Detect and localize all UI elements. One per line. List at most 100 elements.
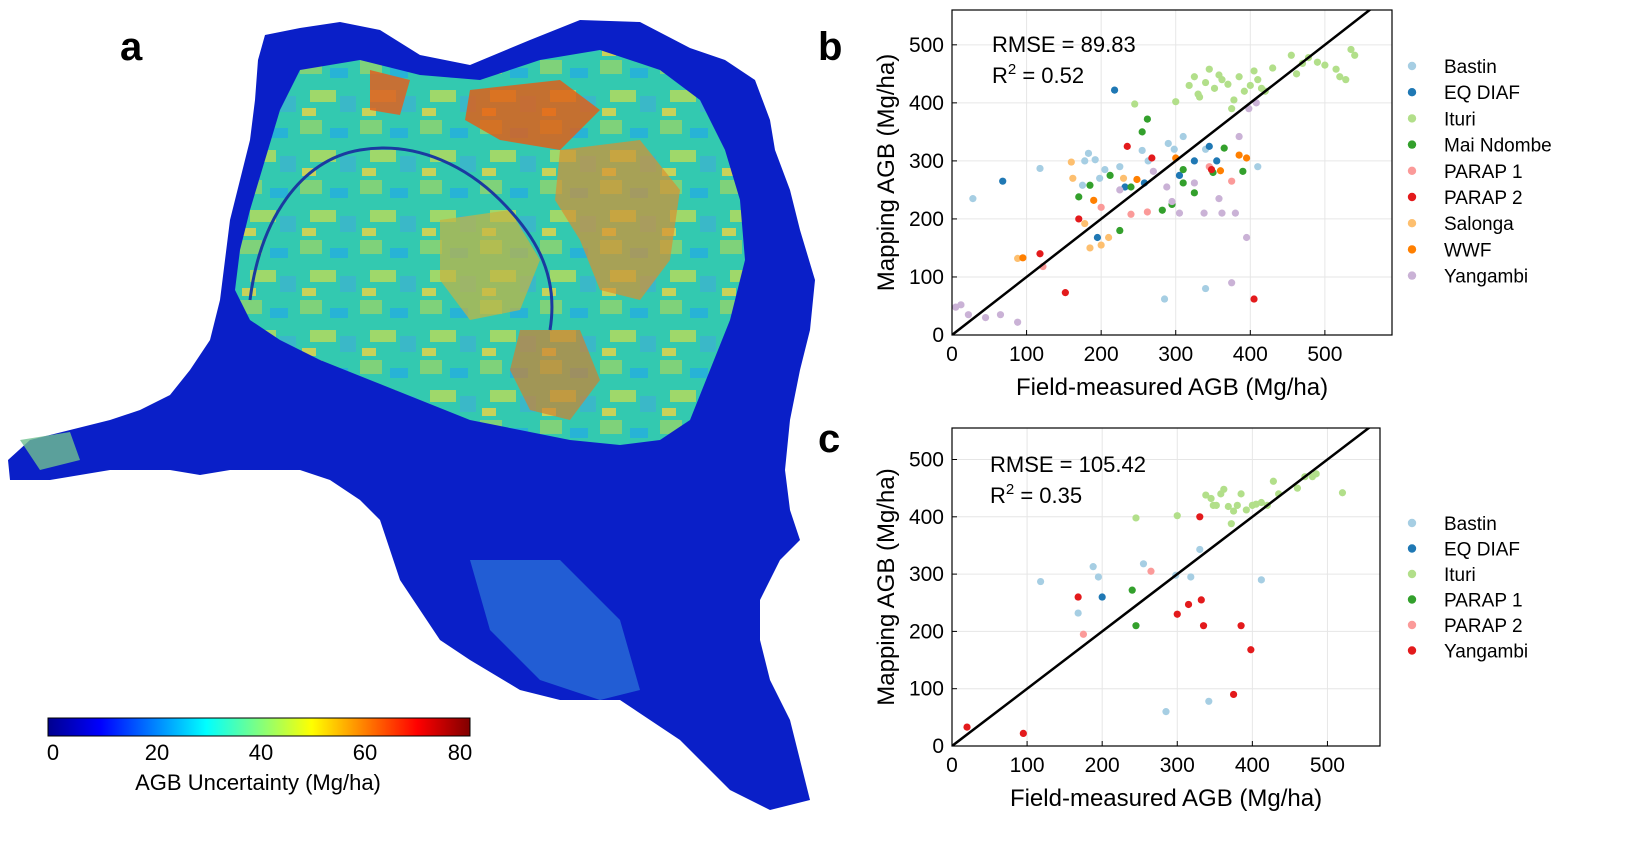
data-point-yangambi — [1116, 186, 1124, 194]
data-point-ituri — [1173, 512, 1181, 520]
x-tick-label: 400 — [1235, 754, 1270, 777]
data-point-wwf — [1242, 154, 1251, 162]
y-tick-label: 300 — [909, 150, 944, 173]
data-point-bastin — [1084, 149, 1093, 157]
uncertainty-map — [8, 20, 815, 810]
legend-label-ituri: Ituri — [1444, 565, 1476, 586]
data-point-parap-2 — [1148, 154, 1156, 162]
data-point-ituri — [1246, 81, 1254, 90]
data-point-eq-diaf — [1190, 157, 1198, 165]
rmse-stat-c: RMSE = 105.42 — [990, 452, 1146, 477]
plot-frame-b — [951, 9, 1393, 336]
y-tick-label: 0 — [932, 324, 944, 347]
data-point-yangambi — [1229, 690, 1238, 699]
data-point-ituri — [1235, 73, 1243, 81]
data-point-salonga — [1097, 241, 1105, 249]
data-point-wwf — [1019, 254, 1027, 262]
data-point-parap-2 — [1075, 215, 1083, 223]
data-point-mai-ndombe — [1220, 144, 1228, 152]
data-point-salonga — [1067, 158, 1075, 166]
y-axis-title-c: Mapping AGB (Mg/ha) — [873, 468, 900, 705]
panel-c: c 0 100 200 300 400 500 0 100 200 300 400 500 Field-… — [818, 417, 1528, 812]
legend-label-mai-ndombe: Mai Ndombe — [1444, 136, 1552, 157]
legend-marker-bastin — [1407, 518, 1417, 528]
data-point-wwf — [1235, 151, 1243, 159]
legend-marker-parap-1 — [1407, 166, 1417, 175]
data-point-yangambi — [1175, 209, 1184, 217]
legend-marker-parap-1 — [1407, 595, 1417, 604]
scatter-plot-b: 0 100 200 300 400 500 0 100 200 300 400 500 Field-me… — [873, 9, 1393, 401]
data-point-mai-ndombe — [1127, 183, 1135, 191]
data-point-ituri — [1293, 484, 1302, 492]
legend-label-salonga: Salonga — [1444, 214, 1514, 235]
data-point-parap-1 — [1143, 208, 1151, 216]
legend-label-wwf: WWF — [1444, 240, 1491, 261]
y-tick-label: 100 — [909, 678, 944, 701]
data-point-yangambi — [1237, 622, 1245, 630]
legend-marker-ituri — [1407, 569, 1417, 579]
data-point-ituri — [1287, 51, 1295, 59]
data-point-yangambi — [1215, 195, 1223, 203]
colorbar-tick-60: 60 — [353, 740, 377, 765]
legend-label-eq-diaf: EQ DIAF — [1444, 83, 1520, 104]
y-tick-label: 400 — [909, 92, 944, 115]
data-point-mai-ndombe — [1116, 226, 1124, 235]
data-point-parap-1 — [1128, 586, 1136, 594]
data-point-bastin — [1162, 708, 1170, 716]
colorbar-tick-0: 0 — [47, 740, 59, 765]
data-point-bastin — [1139, 560, 1148, 568]
data-point-yangambi — [963, 723, 971, 731]
data-point-yangambi — [957, 301, 965, 309]
data-point-bastin — [1078, 181, 1087, 189]
map-high-uncertainty-east — [555, 140, 680, 300]
data-point-yangambi — [1200, 209, 1208, 217]
x-tick-label: 300 — [1158, 343, 1193, 366]
panel-letter-a: a — [120, 25, 143, 69]
r2-sup-b: 2 — [1008, 61, 1016, 78]
data-point-wwf — [1216, 167, 1225, 175]
legend-marker-mai-ndombe — [1407, 140, 1417, 149]
data-point-wwf — [1133, 175, 1141, 184]
data-point-bastin — [1091, 156, 1099, 164]
data-point-eq-diaf — [1213, 157, 1221, 165]
legend-label-parap-2: PARAP 2 — [1444, 188, 1523, 209]
scatter-plot-c: 0 100 200 300 400 500 0 100 200 300 400 500 Field-me… — [873, 427, 1381, 812]
data-point-bastin — [1036, 164, 1044, 173]
data-point-ituri — [1269, 64, 1277, 72]
data-point-parap-1 — [1228, 177, 1236, 185]
data-point-yangambi — [1247, 646, 1255, 654]
data-point-bastin — [1089, 563, 1097, 571]
data-point-ituri — [1218, 76, 1226, 84]
data-point-ituri — [1338, 489, 1347, 497]
legend-label-ituri: Ituri — [1444, 109, 1476, 130]
data-point-bastin — [1196, 545, 1204, 554]
data-point-ituri — [1233, 501, 1241, 509]
data-point-ituri — [1242, 506, 1250, 514]
data-point-ituri — [1185, 81, 1193, 90]
data-point-salonga — [1069, 174, 1077, 182]
r2-stat-c: R2 = 0.35 — [990, 481, 1082, 508]
data-point-ituri — [1131, 100, 1139, 108]
data-point-yangambi — [1014, 318, 1022, 326]
legend-marker-wwf — [1407, 245, 1417, 254]
legend-marker-eq-diaf — [1407, 544, 1417, 553]
data-point-ituri — [1205, 65, 1213, 73]
data-point-bastin — [1164, 139, 1172, 148]
data-point-bastin — [1037, 577, 1045, 586]
data-point-bastin — [1254, 163, 1262, 171]
data-point-parap-2 — [1207, 165, 1216, 174]
data-point-yangambi — [1019, 729, 1027, 737]
map-high-uncertainty-ne — [465, 80, 600, 150]
data-point-ituri — [1227, 520, 1235, 528]
one-to-one-line — [952, 10, 1372, 335]
data-point-ituri — [1321, 61, 1329, 69]
data-point-parap-2 — [1123, 142, 1131, 150]
rmse-stat-b: RMSE = 89.83 — [992, 32, 1136, 57]
data-point-ituri — [1312, 470, 1320, 478]
data-point-yangambi — [996, 311, 1005, 319]
map-river — [248, 146, 554, 331]
data-point-ituri — [1202, 491, 1210, 499]
data-point-yangambi — [1218, 209, 1226, 217]
data-point-yangambi — [1228, 279, 1236, 287]
